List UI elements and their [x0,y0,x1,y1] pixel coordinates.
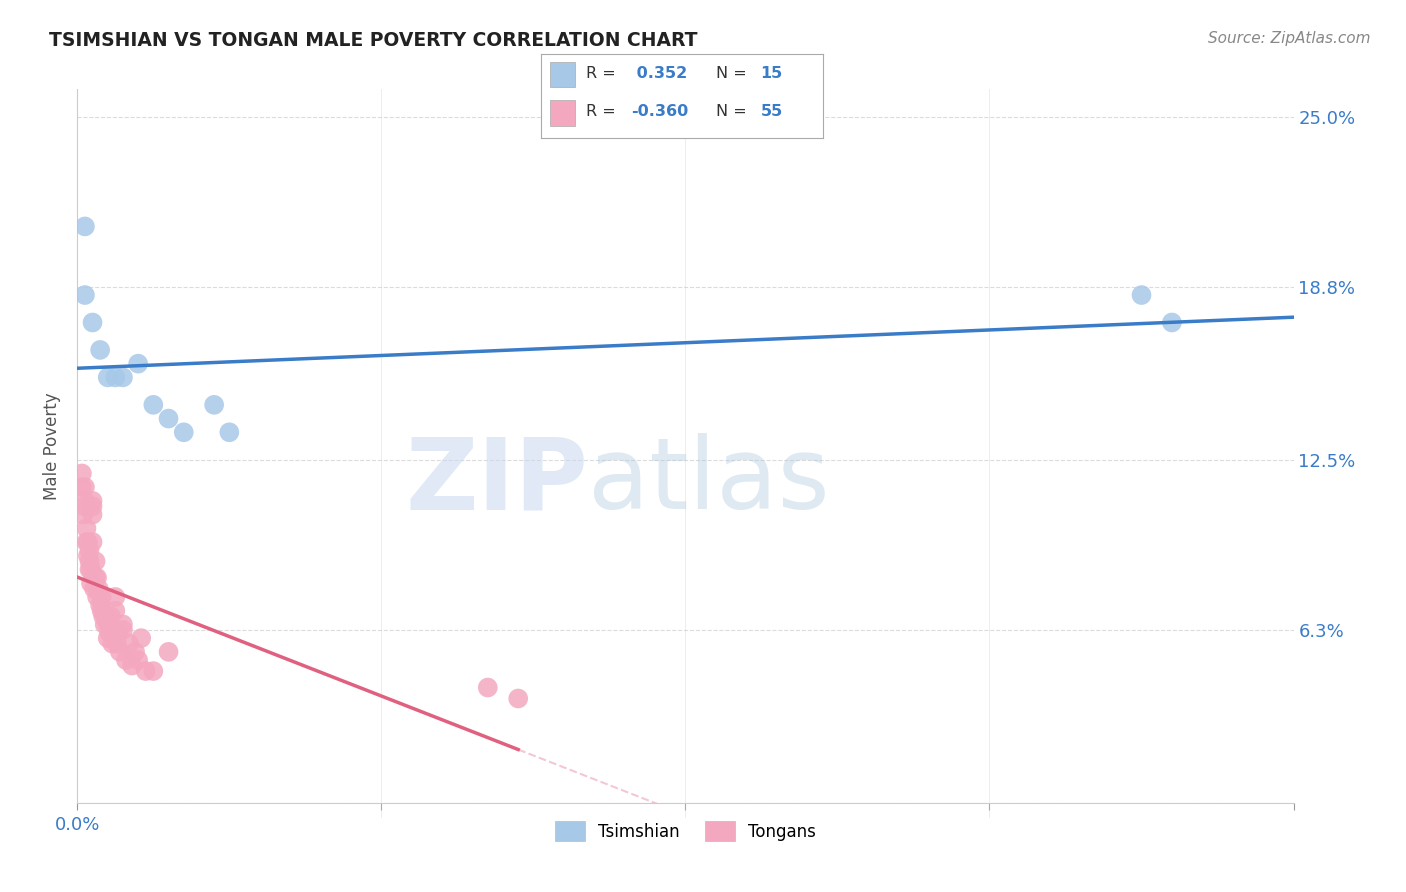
Point [135,664,157,678]
Text: 15: 15 [761,66,783,81]
Point [97,370,120,384]
Text: R =: R = [586,66,616,81]
Point [142,664,165,678]
Point [79,543,101,558]
Text: TSIMSHIAN VS TONGAN MALE POVERTY CORRELATION CHART: TSIMSHIAN VS TONGAN MALE POVERTY CORRELA… [49,31,697,50]
Point [127,357,149,371]
Text: atlas: atlas [588,434,830,530]
Text: -0.360: -0.360 [631,103,689,119]
Point [75,521,97,535]
Point [84,554,107,568]
Point [127,653,149,667]
Point [118,637,141,651]
Point [79,562,101,576]
Point [96,609,118,624]
Point [86,571,108,585]
Point [100,609,122,624]
Point [79,554,101,568]
Point [91,609,114,624]
Point [73,288,96,302]
Point [77,549,100,563]
Point [73,500,96,514]
Point [82,535,104,549]
Point [80,562,103,576]
Text: R =: R = [586,103,616,119]
Point [173,425,195,440]
Y-axis label: Male Poverty: Male Poverty [44,392,62,500]
Point [97,617,120,632]
Point [77,535,100,549]
Point [83,582,105,596]
Point [90,590,112,604]
Text: N =: N = [716,66,747,81]
Point [97,631,120,645]
Point [103,625,125,640]
Point [202,398,225,412]
Point [108,645,131,659]
Point [121,658,143,673]
Point [101,637,124,651]
Point [89,343,111,357]
Point [1130,288,1153,302]
Point [75,535,97,549]
Point [115,653,138,667]
Bar [550,62,575,87]
Point [89,598,111,612]
Point [104,590,127,604]
Point [86,590,108,604]
Point [477,681,499,695]
Point [157,645,180,659]
Point [87,582,110,596]
Text: Source: ZipAtlas.com: Source: ZipAtlas.com [1208,31,1371,46]
Point [218,425,240,440]
Point [508,691,530,706]
Point [82,316,104,330]
Point [104,370,127,384]
Legend: Tsimshian, Tongans: Tsimshian, Tongans [548,814,823,848]
Point [107,625,129,640]
Point [104,604,127,618]
Point [70,480,93,494]
Point [111,370,134,384]
Point [124,645,146,659]
Point [98,625,121,640]
Point [73,494,96,508]
Point [111,617,134,632]
Point [72,508,94,522]
Text: 0.0%: 0.0% [55,815,100,834]
Point [82,500,104,514]
Point [84,571,107,585]
Point [70,467,93,481]
Point [73,219,96,234]
Point [82,508,104,522]
Point [1161,316,1184,330]
Point [82,494,104,508]
Point [157,411,180,425]
Text: N =: N = [716,103,747,119]
Point [80,576,103,591]
Bar [550,100,575,126]
Point [93,617,115,632]
Text: 0.352: 0.352 [631,66,688,81]
Text: ZIP: ZIP [405,434,588,530]
Point [105,637,128,651]
Point [111,623,134,637]
Point [73,480,96,494]
Text: 55: 55 [761,103,783,119]
Point [142,398,165,412]
Point [129,631,152,645]
Point [90,604,112,618]
